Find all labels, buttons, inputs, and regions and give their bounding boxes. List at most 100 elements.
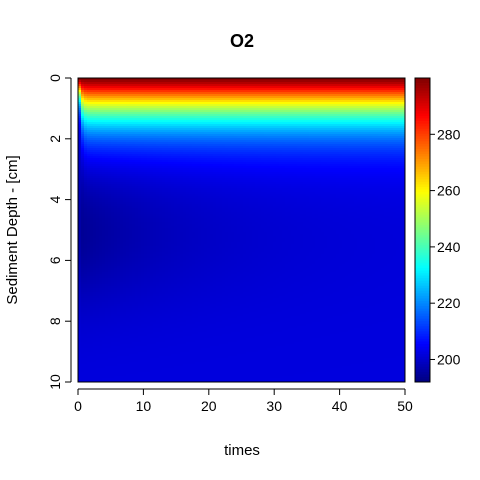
heatmap-cell [273,146,277,149]
heatmap-cell [351,160,355,163]
heatmap-cell [240,150,244,153]
heatmap-cell [327,124,331,127]
heatmap-cell [102,134,106,137]
heatmap-cell [213,144,217,147]
heatmap-cell [303,162,307,165]
heatmap-cell [279,156,283,159]
heatmap-cell [84,154,88,157]
heatmap-cell [216,164,220,167]
heatmap-cell [378,126,382,129]
heatmap-cell [267,154,271,157]
heatmap-cell [288,98,292,101]
heatmap-cell [135,128,139,131]
heatmap-cell [357,128,361,131]
heatmap-cell [99,92,103,95]
heatmap-cell [96,78,100,81]
heatmap-cell [213,154,217,157]
heatmap-cell [360,90,364,93]
heatmap-cell [279,122,283,125]
heatmap-cell [384,100,388,103]
heatmap-cell [363,132,367,135]
heatmap-cell [102,168,106,171]
heatmap-cell [147,86,151,89]
heatmap-cell [258,86,262,89]
heatmap-cell [330,96,334,99]
heatmap-cell [360,128,364,131]
heatmap-cell [102,156,106,159]
heatmap-cell [273,132,277,135]
heatmap-cell [270,94,274,97]
heatmap-cell [132,106,136,109]
heatmap-cell [231,146,235,149]
heatmap-cell [315,120,319,123]
heatmap-cell [135,114,139,117]
heatmap-cell [147,136,151,139]
heatmap-cell [162,78,166,81]
heatmap-cell [330,92,334,95]
heatmap-cell [252,82,256,85]
heatmap-cell [201,164,205,167]
heatmap-cell [105,88,109,91]
heatmap-cell [276,106,280,109]
heatmap-cell [102,88,106,91]
heatmap-cell [159,146,163,149]
heatmap-cell [348,150,352,153]
heatmap-cell [120,116,124,119]
heatmap-cell [216,102,220,105]
heatmap-cell [225,122,229,125]
heatmap-cell [255,92,259,95]
heatmap-cell [336,80,340,83]
heatmap-cell [189,88,193,91]
heatmap-cell [246,146,250,149]
heatmap-cell [219,130,223,133]
heatmap-cell [105,162,109,165]
heatmap-cell [198,142,202,145]
heatmap-cell [129,134,133,137]
heatmap-cell [108,100,112,103]
heatmap-cell [96,138,100,141]
heatmap-cell [315,138,319,141]
heatmap-cell [252,90,256,93]
heatmap-cell [105,156,109,159]
heatmap-cell [117,144,121,147]
heatmap-cell [279,142,283,145]
heatmap-cell [225,106,229,109]
heatmap-cell [306,144,310,147]
heatmap-cell [213,120,217,123]
heatmap-cell [240,100,244,103]
heatmap-cell [174,168,178,171]
heatmap-cell [264,84,268,87]
heatmap-cell [261,144,265,147]
heatmap-cell [354,160,358,163]
heatmap-cell [78,126,82,129]
heatmap-cell [279,86,283,89]
heatmap-cell [294,82,298,85]
heatmap-cell [132,90,136,93]
heatmap-cell [222,162,226,165]
heatmap-cell [204,158,208,161]
heatmap-cell [330,80,334,83]
heatmap-cell [198,164,202,167]
heatmap-cell [366,166,370,169]
heatmap-cell [396,108,400,111]
heatmap-cell [222,104,226,107]
heatmap-cell [252,162,256,165]
heatmap-cell [336,138,340,141]
heatmap-cell [141,168,145,171]
heatmap-cell [327,148,331,151]
heatmap-cell [189,164,193,167]
heatmap-cell [90,120,94,123]
heatmap-cell [117,114,121,117]
heatmap-cell [327,168,331,171]
heatmap-cell [183,128,187,131]
heatmap-cell [258,134,262,137]
heatmap-cell [153,78,157,81]
heatmap-cell [93,158,97,161]
heatmap-cell [189,98,193,101]
heatmap-cell [168,152,172,155]
heatmap-cell [126,166,130,169]
heatmap-cell [387,92,391,95]
heatmap-cell [357,154,361,157]
heatmap-cell [252,146,256,149]
heatmap-cell [189,122,193,125]
